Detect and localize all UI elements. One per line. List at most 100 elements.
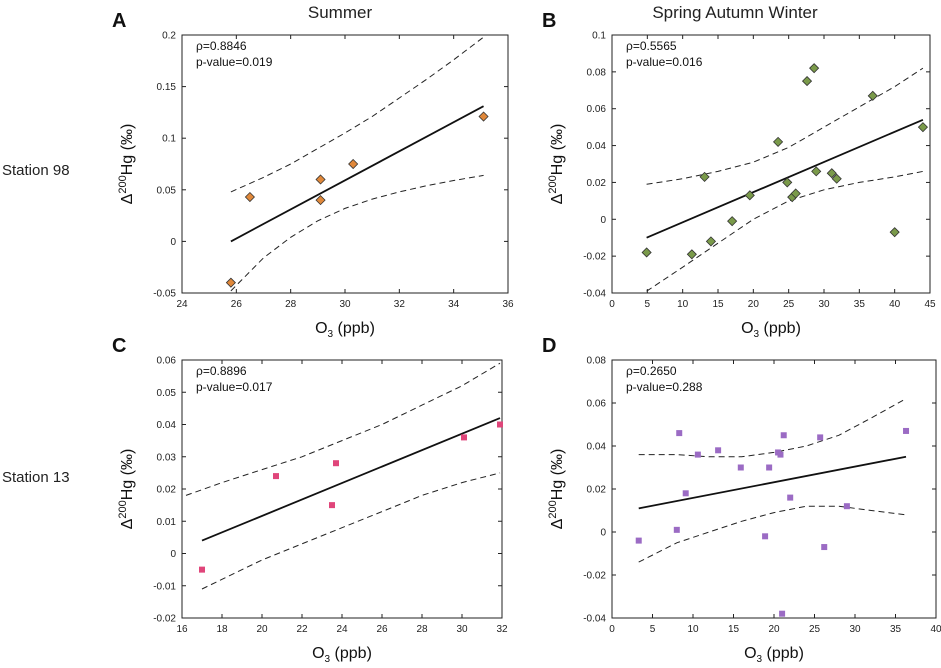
y-axis-title-main: Hg (‰) [119,124,136,176]
y-tick-label: 0.02 [157,485,177,496]
annotation-rho: ρ=0.8846 [196,39,247,53]
data-point [641,247,652,258]
y-tick-label: -0.01 [153,581,176,592]
y-axis-title-superscript: 200 [117,175,129,193]
data-point [831,173,842,184]
regression-line [230,105,484,243]
data-point [903,427,910,434]
y-tick-label: 0.2 [162,31,176,42]
x-tick-label: 34 [448,299,460,310]
y-tick-label: 0.05 [157,388,177,399]
annotation-pvalue: p-value=0.288 [626,380,703,394]
data-point [348,158,359,170]
x-tick-label: 30 [818,299,830,310]
data-point [826,168,837,179]
data-point [790,188,801,199]
confidence-band-upper [638,398,907,458]
y-tick-label: 0 [600,528,606,539]
y-tick-label: -0.02 [583,252,606,263]
x-tick-label: 20 [256,624,268,635]
annotation-pvalue: p-value=0.016 [626,55,703,69]
annotation-pvalue: p-value=0.017 [196,380,273,394]
data-point [787,494,794,501]
x-axis-title-unit: (ppb) [333,320,375,337]
x-tick-label: 26 [376,624,388,635]
panel-c: C 16 18 20 22 24 26 28 30 32 -0.02 -0.01 0 0.01 0.02 0.… [112,335,508,665]
data-point [867,90,878,101]
confidence-band-upper [646,67,924,185]
data-point [676,430,683,437]
x-axis-title-main: O [741,320,753,337]
confidence-band-upper [230,36,484,193]
y-tick-label: 0.06 [587,399,607,410]
x-axis-title-subscript: 3 [328,329,334,340]
x-axis-title: O3 (ppb) [741,320,801,340]
y-tick-label: 0.1 [592,31,606,42]
data-point [766,464,773,471]
data-point [244,191,255,203]
x-tick-label: 25 [809,624,821,635]
data-point [762,533,769,540]
y-axis-title-main: Hg (‰) [549,449,566,501]
data-point [705,236,716,247]
data-point [817,434,824,441]
y-axis-title-superscript: 200 [547,175,559,193]
x-tick-label: 40 [930,624,941,635]
data-point [801,76,813,87]
y-axis-title-superscript: 200 [547,500,559,518]
data-point [682,490,689,497]
x-axis-title: O3 (ppb) [315,320,375,340]
data-point [333,460,339,467]
data-point [461,434,467,441]
data-point [673,526,680,533]
y-tick-label: -0.04 [583,614,606,625]
data-point [737,464,744,471]
x-tick-label: 15 [728,624,740,635]
data-point [315,174,326,185]
y-tick-label: 0.1 [162,134,176,145]
data-point [315,195,326,206]
data-point [715,447,722,454]
y-tick-label: 0.05 [157,185,177,196]
x-axis-title-main: O [744,645,756,662]
x-tick-label: 10 [687,624,699,635]
panel-letter: A [112,10,126,32]
x-tick-label: 32 [394,299,406,310]
data-point [699,171,710,182]
y-tick-label: -0.02 [583,571,606,582]
data-point [478,111,489,122]
y-tick-label: 0.04 [157,420,177,431]
y-tick-label: 0 [600,215,606,226]
x-tick-label: 30 [849,624,861,635]
confidence-band-lower [230,174,484,292]
data-point [225,277,236,288]
plot-frame [181,34,509,294]
y-tick-label: 0.06 [587,104,607,115]
data-point [811,166,822,177]
data-point [773,136,784,147]
regression-line [638,455,907,510]
plot-frame [181,359,503,619]
x-tick-label: 5 [645,299,651,310]
panel-a: A 24 26 28 30 32 34 36 -0.05 0 0.05 0.1 0.15 0.2 O3 (p… [112,10,514,340]
x-tick-label: 0 [609,299,615,310]
x-tick-label: 28 [416,624,428,635]
plot-frame [611,34,931,294]
data-point [779,610,786,617]
x-tick-label: 28 [285,299,297,310]
x-tick-label: 0 [609,624,615,635]
data-point [727,216,738,227]
x-tick-label: 30 [456,624,468,635]
x-axis-title-unit: (ppb) [330,645,372,662]
y-tick-label: 0.15 [157,82,177,93]
x-tick-label: 36 [502,299,514,310]
x-tick-label: 16 [176,624,188,635]
y-tick-label: -0.05 [153,289,176,300]
x-axis-title-subscript: 3 [325,654,331,665]
y-tick-label: 0.02 [587,178,607,189]
y-tick-label: 0.03 [157,452,177,463]
y-axis-title: Δ200Hg (‰) [547,449,566,530]
annotation-rho: ρ=0.8896 [196,364,247,378]
y-tick-label: -0.02 [153,614,176,625]
